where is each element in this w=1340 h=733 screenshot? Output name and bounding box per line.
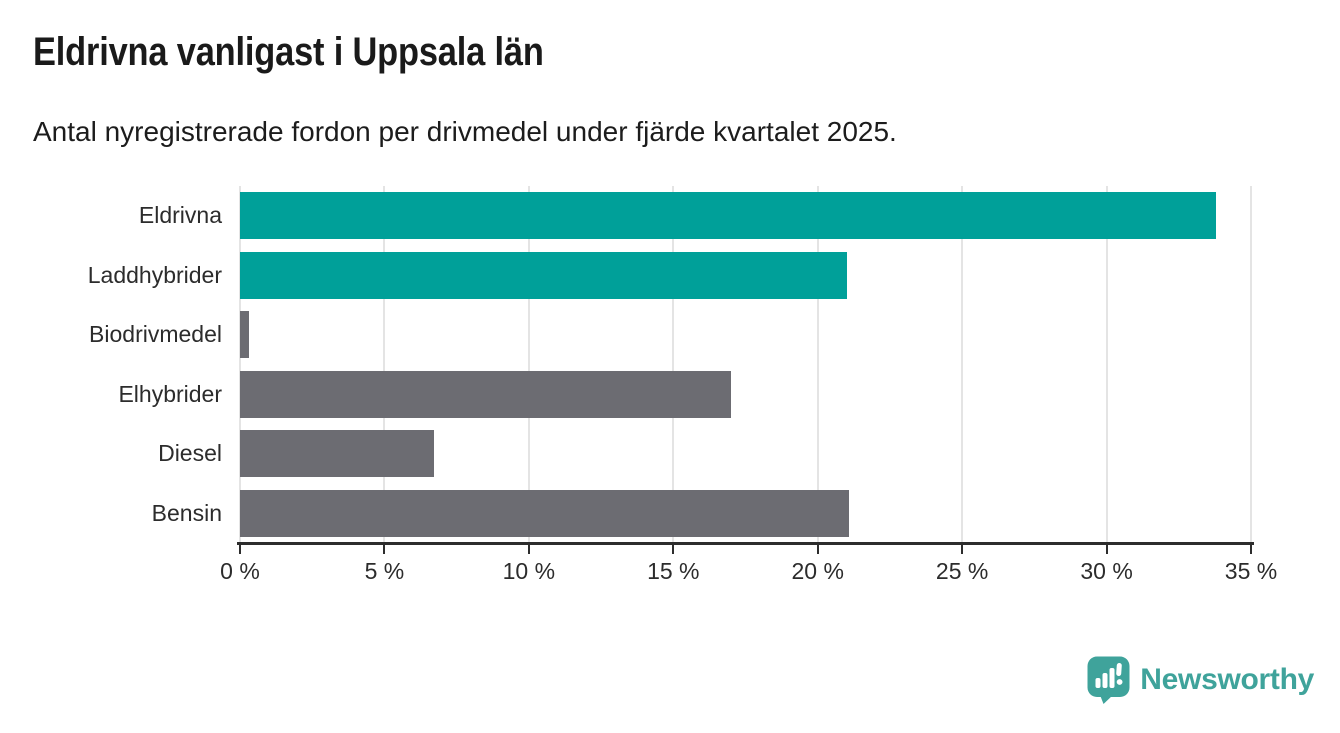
x-tick [961,545,964,554]
category-label-bensin: Bensin [151,499,222,526]
x-tick-label: 5 % [364,558,405,584]
plot-area: 0 % 5 % 10 % 15 % 20 % 25 % 30 % 35 % [220,186,1277,584]
x-tick-label: 0 % [220,558,260,584]
gridline [527,186,530,543]
bar-bensin [240,489,850,537]
category-label-diesel: Diesel [158,440,222,467]
gridline [383,186,386,543]
gridline [1250,186,1252,543]
bar-elhybrider [240,370,732,418]
newsworthy-logo-icon [1087,656,1130,704]
category-label-biodrivmedel: Biodrivmedel [89,321,222,348]
bar-biodrivmedel [240,311,249,359]
x-tick-label: 10 % [502,558,556,584]
category-label-elhybrider: Elhybrider [118,380,222,407]
x-axis-line [237,542,1254,545]
x-tick-label: 25 % [935,558,989,584]
bar-laddhybrider [240,251,847,299]
gridline [239,186,241,543]
bar-diesel [240,430,434,478]
brand-name: Newsworthy [1140,663,1314,696]
x-tick [672,545,675,554]
chart-subtitle: Antal nyregistrerade fordon per drivmede… [33,116,897,147]
x-tick [383,545,386,554]
category-label-laddhybrider: Laddhybrider [87,261,222,288]
category-label-eldrivna: Eldrivna [138,202,222,229]
chart-title: Eldrivna vanligast i Uppsala län [33,30,544,74]
x-tick-label: 30 % [1080,558,1133,584]
brand-footer[interactable]: Newsworthy [1087,656,1314,704]
x-tick [1105,545,1108,554]
category-labels: Eldrivna Laddhybrider Biodrivmedel Elhybrid… [0,186,222,543]
gridline [961,186,964,543]
gridline [672,186,675,543]
x-tick-label: 15 % [647,558,700,584]
x-tick [239,545,241,554]
x-tick [816,545,819,554]
x-tick [1250,545,1252,554]
x-tick [527,545,530,554]
x-tick-label: 20 % [791,558,844,584]
gridline [816,186,819,543]
gridline [1105,186,1108,543]
x-tick-label: 35 % [1224,558,1278,584]
bar-eldrivna [240,192,1217,240]
